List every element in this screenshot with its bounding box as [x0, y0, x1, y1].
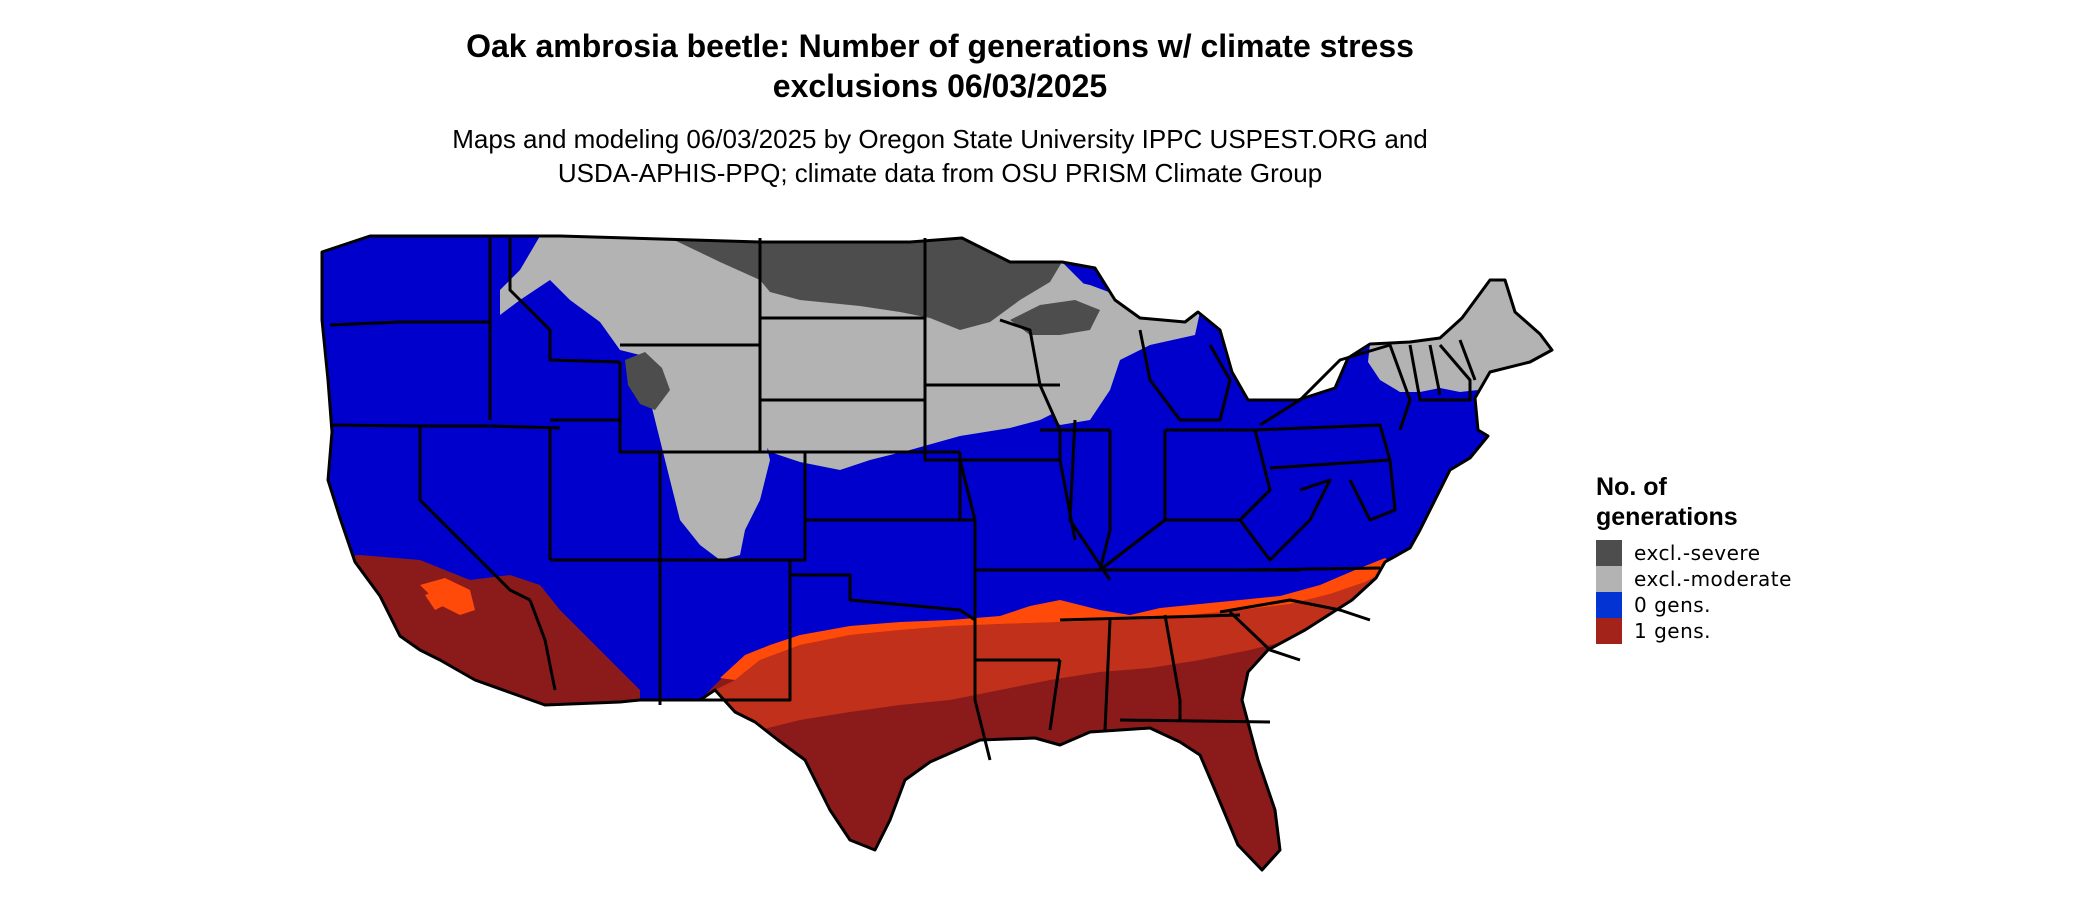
- border-ok-tx: [790, 573, 976, 622]
- border-il-in: [1068, 419, 1112, 581]
- region-one-gen-bright-band: [720, 558, 1395, 680]
- map-title-line-2: exclusions 06/03/2025: [772, 68, 1108, 104]
- border-me: [1458, 339, 1477, 381]
- border-ky-north: [1099, 488, 1272, 572]
- legend-item-one-gens: 1 gens.: [1596, 618, 1792, 644]
- legend-label-zero-gens: 0 gens.: [1634, 593, 1712, 617]
- region-excl-moderate-new-england: [1368, 280, 1552, 392]
- region-excl-severe-north: [670, 238, 1062, 330]
- legend-swatch-excl-moderate: [1596, 566, 1622, 592]
- legend-title: No. of generations: [1596, 472, 1792, 532]
- border-ga-sc: [1228, 610, 1301, 662]
- legend-title-line-1: No. of: [1596, 473, 1667, 501]
- region-one-gen-southwest: [470, 575, 640, 700]
- border-vt-nh: [1428, 344, 1442, 396]
- map-title: Oak ambrosia beetle: Number of generatio…: [0, 26, 1880, 106]
- legend-label-excl-moderate: excl.-moderate: [1634, 567, 1792, 591]
- legend-swatch-one-gens: [1596, 618, 1622, 644]
- border-ca-az: [528, 599, 557, 691]
- border-nv-west: [418, 426, 531, 602]
- region-one-gen-california-bright: [425, 590, 445, 610]
- map-subtitle-line-2: USDA-APHIS-PPQ; climate data from OSU PR…: [557, 158, 1323, 188]
- region-excl-severe-wyoming: [625, 352, 670, 410]
- border-va-nc: [1239, 566, 1381, 572]
- border-al-ga: [1163, 614, 1182, 720]
- border-il-east: [1098, 430, 1112, 571]
- border-wa-or: [329, 320, 490, 327]
- map-title-line-1: Oak ambrosia beetle: Number of generatio…: [466, 28, 1414, 64]
- border-nj-md: [1348, 459, 1397, 522]
- legend-label-excl-severe: excl.-severe: [1634, 541, 1761, 565]
- border-new-england: [1408, 344, 1472, 402]
- border-mo-east: [958, 459, 977, 640]
- us-generations-map: [320, 234, 1554, 872]
- border-mi: [1138, 329, 1232, 422]
- border-ms-al: [1103, 619, 1112, 731]
- legend: No. of generations excl.-severe excl.-mo…: [1596, 472, 1792, 644]
- region-one-gen-southwest-bright: [420, 578, 475, 615]
- map-subtitle: Maps and modeling 06/03/2025 by Oregon S…: [0, 122, 1880, 190]
- legend-item-excl-severe: excl.-severe: [1596, 540, 1792, 566]
- region-one-gen-mid-band: [700, 566, 1410, 730]
- region-excl-moderate-rockies: [640, 350, 770, 560]
- border-or-ca-nv: [329, 423, 561, 430]
- map-subtitle-line-1: Maps and modeling 06/03/2025 by Oregon S…: [452, 124, 1428, 154]
- border-mn-wi: [999, 318, 1077, 541]
- legend-label-one-gens: 1 gens.: [1634, 619, 1712, 643]
- border-ny: [1259, 343, 1412, 431]
- state-borders: [320, 234, 1554, 872]
- border-la-ms: [1048, 659, 1062, 731]
- border-nm-east: [700, 560, 792, 702]
- legend-swatch-zero-gens: [1596, 592, 1622, 618]
- legend-title-line-2: generations: [1596, 503, 1738, 531]
- border-ga-fl: [1119, 718, 1271, 724]
- legend-item-zero-gens: 0 gens.: [1596, 592, 1792, 618]
- border-tx-la: [973, 620, 992, 761]
- border-nc-sc: [1219, 598, 1371, 622]
- border-tn-south: [1059, 613, 1241, 622]
- border-pa: [1254, 423, 1392, 470]
- legend-swatch-excl-severe: [1596, 540, 1622, 566]
- region-excl-severe-superior: [1010, 300, 1100, 335]
- border-wv: [1238, 478, 1332, 562]
- border-mt-id: [508, 238, 621, 364]
- legend-item-excl-moderate: excl.-moderate: [1596, 566, 1792, 592]
